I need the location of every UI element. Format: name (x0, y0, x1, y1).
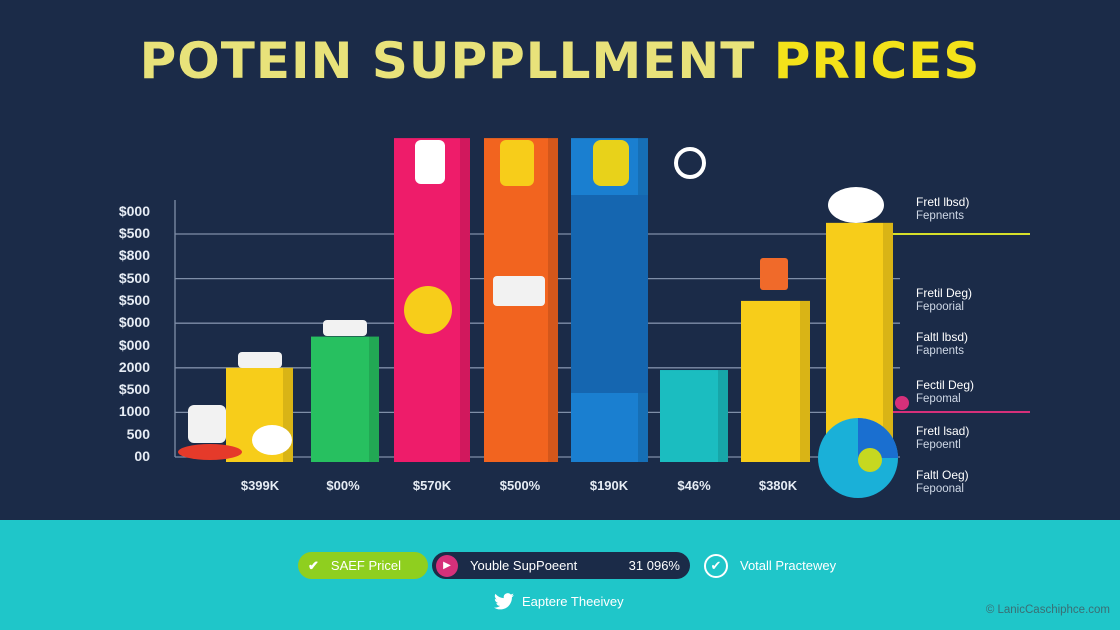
x-tick-label: $00% (326, 478, 360, 493)
check-icon: ✔ (308, 557, 319, 573)
y-tick-label: 500 (126, 425, 150, 442)
check-circle-icon: ✔ (704, 553, 728, 578)
jar-icon (404, 286, 452, 334)
bar-shade (460, 138, 470, 463)
twitter-link[interactable]: Eaptere Theeivey (494, 593, 624, 610)
supplement-button[interactable]: ▶ Youble SupPoeent 31 096% (432, 552, 690, 579)
headphones-icon (674, 147, 706, 179)
fruit-icon (858, 448, 882, 472)
side-label-sub: Fepomal (916, 393, 961, 405)
y-tick-label: $000 (118, 314, 150, 331)
side-label: Fretl lsad) Fepoentl (916, 424, 969, 452)
side-label: Fretl lbsd) Fepnents (916, 195, 969, 223)
jar-lid-icon (323, 320, 367, 336)
play-icon: ▶ (436, 554, 458, 577)
bar (311, 336, 379, 462)
x-tick-label: $399K (240, 478, 280, 493)
x-tick-label: $190K (589, 478, 629, 493)
bottle-icon (252, 425, 292, 455)
bar-chart (174, 138, 1030, 498)
teapot-icon (828, 187, 884, 223)
jar-icon (188, 405, 226, 443)
y-tick-label: $500 (118, 269, 150, 286)
cup-icon (760, 258, 788, 290)
side-label-title: Fretl lbsd) (916, 195, 970, 209)
y-tick-label: $500 (118, 381, 150, 398)
bar-shade (800, 300, 810, 462)
side-label-sub: Fepnents (916, 210, 964, 222)
y-tick-label: 2000 (118, 358, 150, 375)
bar-shade (718, 370, 728, 462)
pie-slice (858, 418, 898, 458)
side-label: Fretil Deg) Fepoorial (916, 286, 972, 314)
y-tick-label: $000 (118, 336, 150, 353)
food-icon (178, 444, 242, 460)
twitter-icon (494, 593, 514, 610)
y-tick-label: 1000 (118, 403, 150, 420)
bar-shade (883, 222, 893, 462)
face-icon (593, 140, 629, 186)
bar-shade (548, 138, 558, 463)
jar-lid-icon (238, 352, 282, 368)
credit-text: © LanicCaschiphce.com (985, 604, 1110, 616)
bar (660, 370, 728, 462)
y-tick-label: $500 (118, 225, 150, 241)
side-label: Faltl Oeg) Fepoonal (916, 468, 969, 496)
side-label-title: Faltl Oeg) (916, 468, 969, 482)
side-label-title: Fretl lsad) (916, 424, 970, 438)
y-tick-label: $500 (118, 291, 150, 308)
marker-icon (895, 396, 909, 410)
total-practewey-button[interactable]: ✔ Votall Practewey (704, 552, 836, 579)
side-label-title: Fectil Deg) (916, 378, 975, 392)
stack-icon (493, 276, 545, 306)
bar-shade (283, 367, 293, 462)
x-tick-label: $570K (412, 478, 452, 493)
y-tick-label: $800 (118, 247, 150, 264)
bar-shade (369, 336, 379, 462)
chart-title: POTEIN SUPPLLMENT PRICES (139, 32, 981, 90)
side-label-title: Faltl lbsd) (916, 330, 969, 344)
jar-icon (500, 140, 534, 186)
bar (741, 300, 810, 462)
side-label: Faltl lbsd) Fapnents (916, 330, 968, 358)
side-label-sub: Fepoonal (916, 483, 964, 495)
x-tick-label: $46% (677, 478, 711, 493)
y-tick-label: $000 (118, 202, 150, 219)
side-label-sub: Fapnents (916, 345, 964, 357)
side-label-sub: Fepoorial (916, 301, 964, 313)
x-tick-label: $500% (499, 478, 541, 493)
side-label-sub: Fepoentl (916, 439, 961, 451)
side-label: Fectil Deg) Fepomal (916, 378, 974, 406)
saef-price-button[interactable]: ✔ SAEF Pricel (298, 552, 428, 579)
jar-icon (415, 140, 445, 184)
side-label-title: Fretil Deg) (916, 286, 973, 300)
y-tick-label: 00 (134, 448, 150, 464)
x-tick-label: $380K (758, 478, 798, 493)
bar-segment (571, 195, 648, 393)
